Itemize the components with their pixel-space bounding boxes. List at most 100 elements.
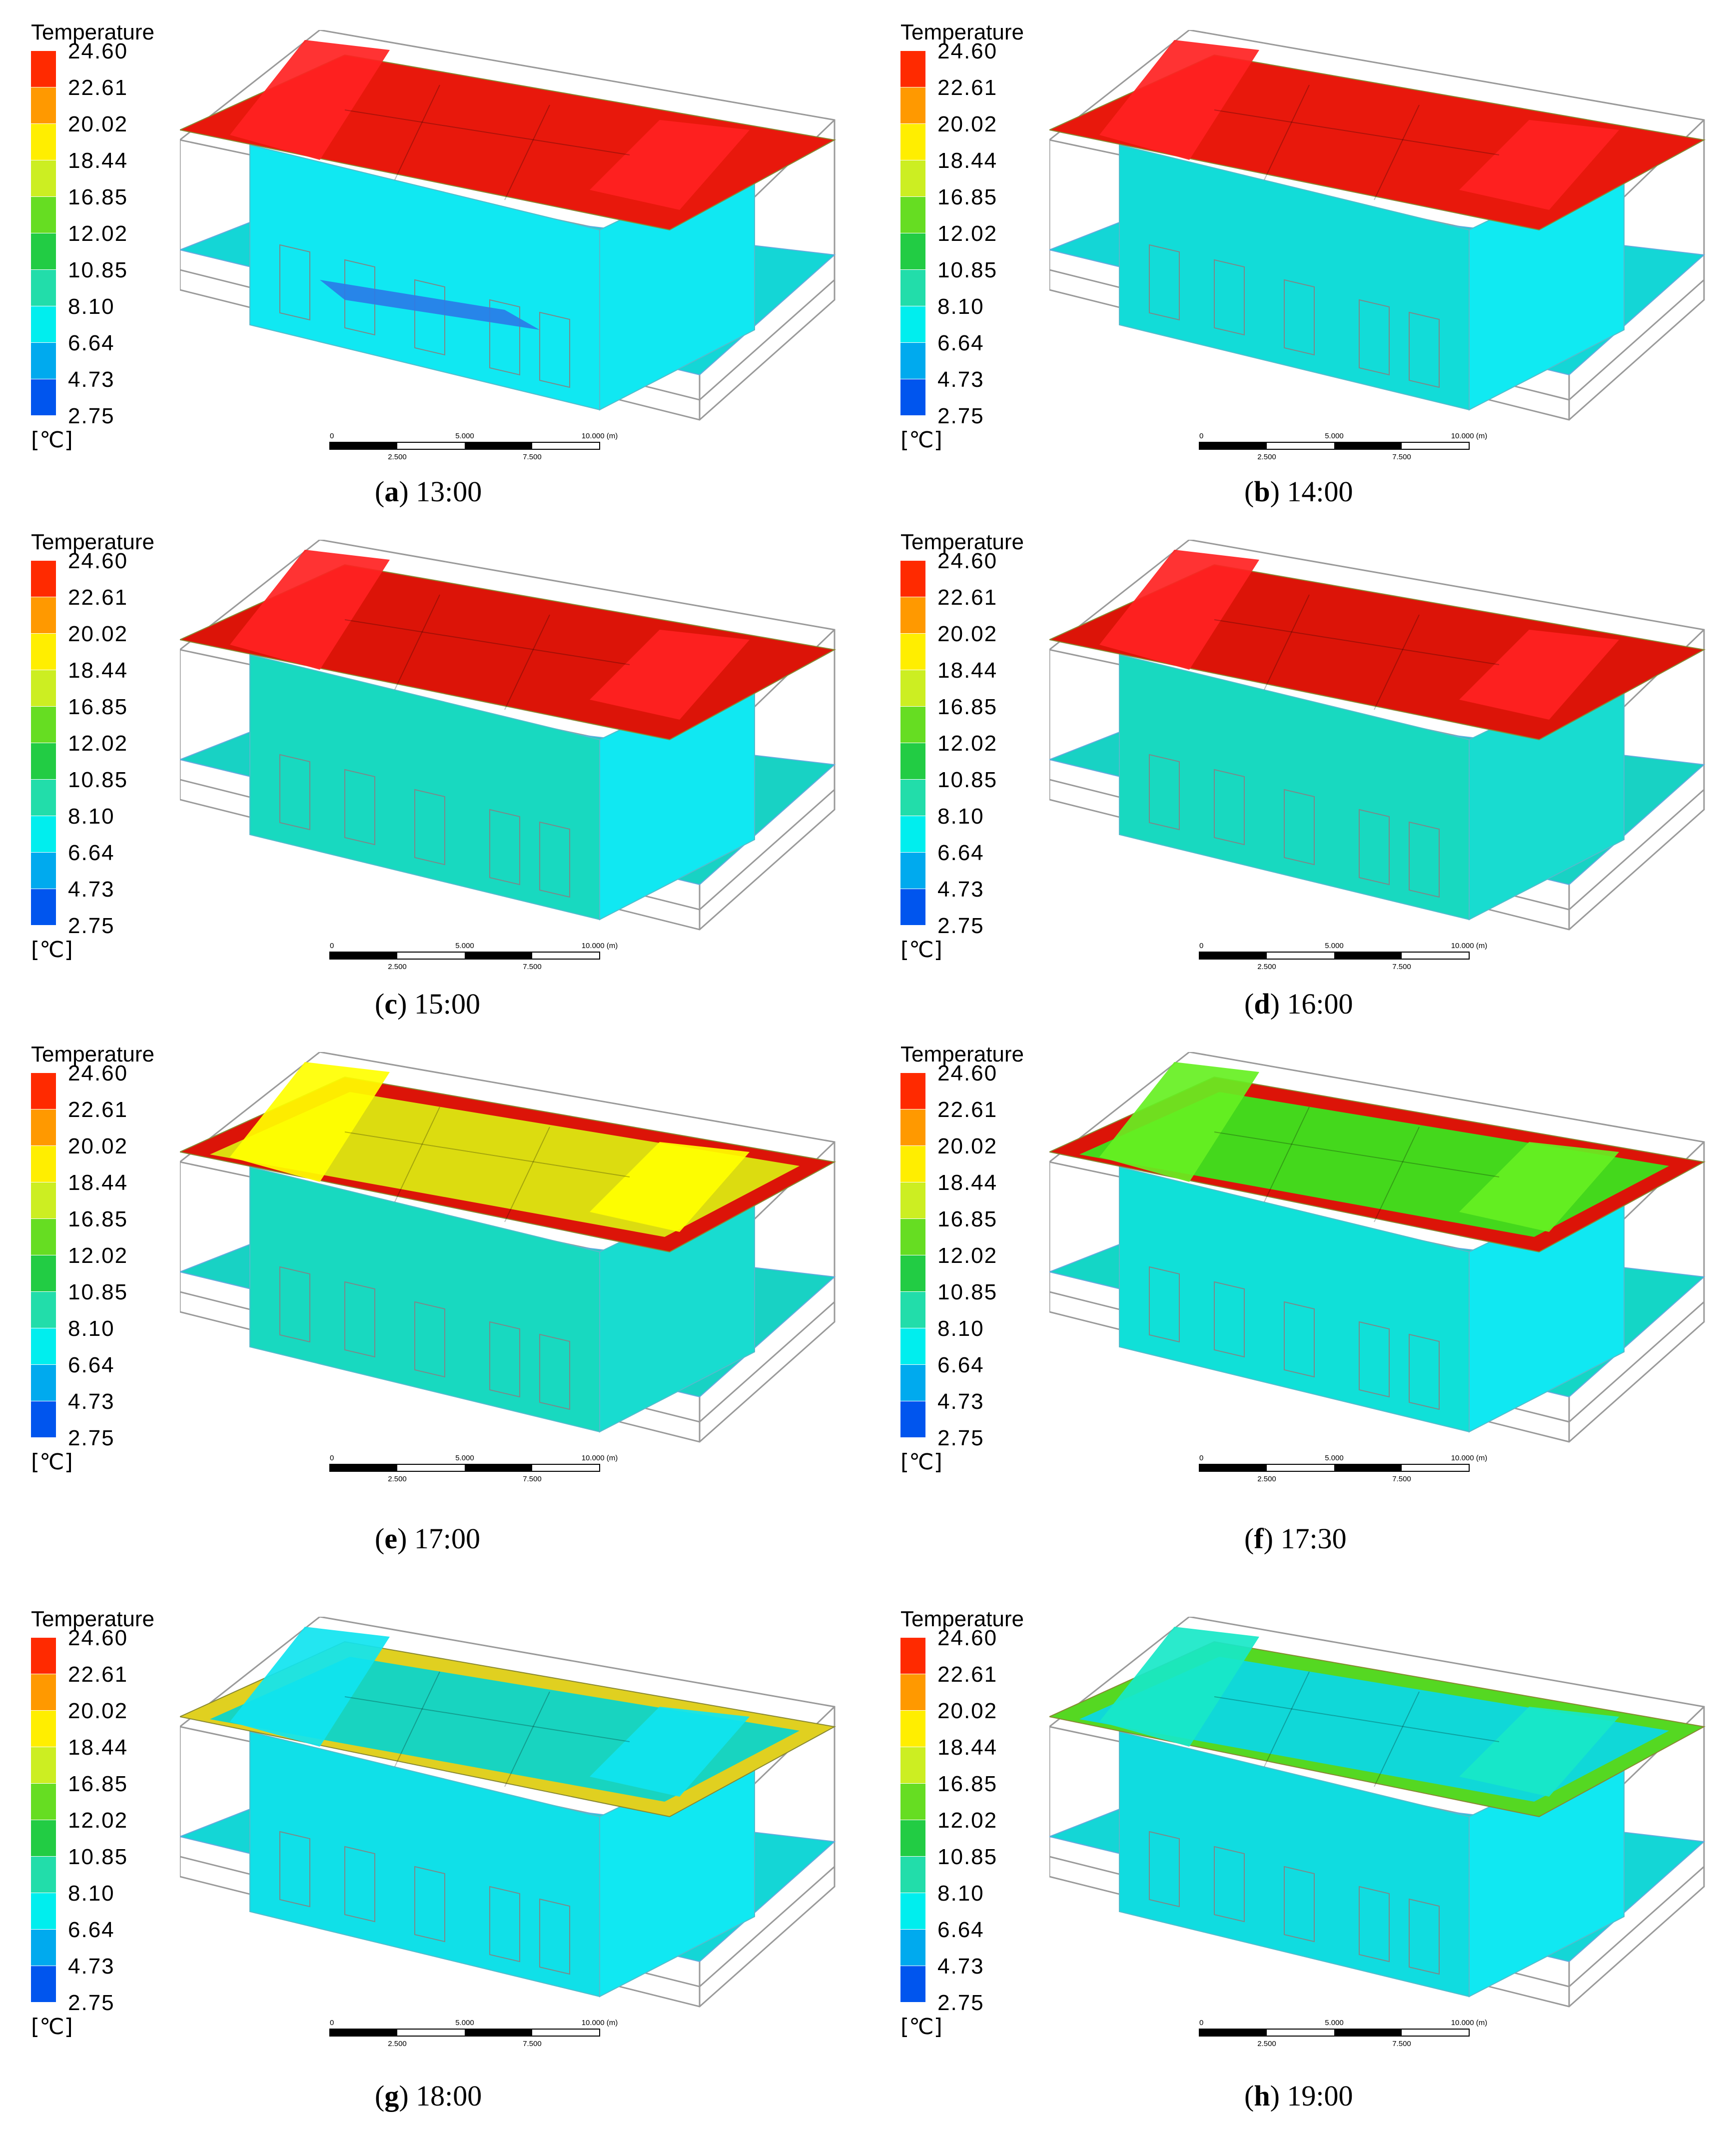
legend-swatch [31,1638,56,1674]
legend-swatch [900,853,925,889]
legend-swatch [900,1146,925,1182]
legend-swatch [900,51,925,87]
legend-swatch [900,379,925,415]
legend-tick-label: 8.10 [68,804,115,829]
scale-bar-label: 10.000 (m) [1451,2019,1488,2027]
legend-tick-label: 2.75 [68,404,115,428]
legend-swatch [900,306,925,342]
legend-swatch [31,270,56,306]
legend-tick-label: 4.73 [68,1954,115,1979]
scale-bar-label: 7.500 [523,2040,542,2048]
legend-tick-label: 24.60 [68,39,128,63]
panel-c: Temperature 24.60 22.61 20.02 18.44 16.85 12.0… [30,530,869,1030]
legend-swatch [31,1073,56,1109]
panel-letter: h [1254,2080,1270,2112]
legend-tick-label: 22.61 [68,1097,128,1122]
building-temperature-render: 0 5.000 10.000 (m) 2.500 7.500 [180,30,836,461]
scale-bar-label: 5.000 [1325,942,1344,950]
legend-swatch [900,1966,925,2002]
legend-tick-label: 20.02 [937,1699,998,1723]
legend-swatch [900,197,925,233]
scale-bar-label: 0 [1199,432,1203,440]
panel-letter: g [384,2080,399,2112]
legend-swatch [31,1219,56,1255]
temperature-legend: Temperature 24.60 22.61 20.02 18.44 16.85 12.0… [899,1607,1049,2067]
legend-tick-label: 20.02 [68,112,128,136]
panel-time: 15:00 [414,988,481,1020]
panel-letter: d [1254,988,1270,1020]
scale-bar-segments [1199,2029,1402,2036]
panel-time: 18:00 [416,2080,482,2112]
legend-tick-label: 10.85 [937,1845,998,1869]
legend-tick-label: 24.60 [937,549,998,573]
legend-swatch [900,816,925,852]
legend-tick-label: 18.44 [937,658,998,683]
legend-swatch [31,197,56,233]
building-temperature-render: 0 5.000 10.000 (m) 2.500 7.500 [1049,1617,1706,2048]
legend-swatch [31,124,56,160]
legend-tick-label: 24.60 [68,1061,128,1085]
scale-bar-label: 2.500 [388,453,407,461]
legend-tick-label: 24.60 [68,1626,128,1650]
legend-swatch [900,561,925,597]
legend-tick-label: 22.61 [937,75,998,100]
legend-tick-label: 10.85 [937,258,998,282]
legend-swatch [31,1966,56,2002]
legend-swatch [31,379,56,415]
legend-swatch [900,1328,925,1364]
panel-time: 14:00 [1287,475,1353,508]
legend-tick-label: 8.10 [68,1316,115,1341]
legend-tick-label: 20.02 [68,622,128,646]
legend-swatch [31,597,56,633]
scale-bar-label: 7.500 [523,963,542,971]
legend-tick-label: 12.02 [68,221,128,246]
scale-bar-segments [1199,442,1402,449]
legend-swatch [31,233,56,269]
ridge-plane-left [230,1062,390,1182]
legend-tick-label: 2.75 [937,1426,984,1450]
legend-tick-label: 6.64 [68,841,115,865]
scale-bar-segments [330,2029,532,2036]
roof-structure-lines [1214,1106,1500,1222]
legend-swatch [900,1820,925,1856]
legend-tick-label: 8.10 [937,1881,984,1906]
legend-tick-label: 12.02 [937,1808,998,1833]
ridge-plane-left [1099,40,1259,160]
legend-swatch [31,780,56,816]
legend-swatch [900,1401,925,1437]
scale-bar-label: 2.500 [388,963,407,971]
scale-bar-segments [330,442,532,449]
legend-tick-label: 6.64 [68,1353,115,1377]
legend-swatch [900,1857,925,1893]
scale-bar-label: 0 [1199,2019,1203,2027]
legend-swatch [900,597,925,633]
legend-swatch [900,1674,925,1710]
legend-swatch [31,1255,56,1291]
legend-tick-label: 4.73 [937,367,984,392]
legend-swatch [31,707,56,743]
openings-outline [279,754,570,898]
scale-bar-label: 5.000 [1325,1454,1344,1462]
legend-unit: [℃] [900,1449,942,1475]
scale-bar-label: 7.500 [523,1475,542,1483]
openings-outline [279,244,570,388]
legend-swatch [31,816,56,852]
legend-tick-label: 20.02 [68,1134,128,1158]
legend-swatch [900,1930,925,1966]
legend-tick-label: 2.75 [937,1991,984,2015]
ridge-plane-right [590,1707,750,1797]
temperature-legend: Temperature 24.60 22.61 20.02 18.44 16.85 12.0… [30,530,180,990]
cold-spot [320,280,540,330]
legend-swatch [900,1292,925,1328]
scale-bar-label: 2.500 [1257,1475,1276,1483]
scale-bar-label: 7.500 [1392,453,1411,461]
legend-swatch [31,306,56,342]
legend-tick-label: 16.85 [937,1207,998,1231]
scale-bar-label: 0 [1199,942,1203,950]
legend-tick-label: 2.75 [68,1426,115,1450]
legend-tick-label: 10.85 [937,768,998,792]
legend-swatch [900,670,925,706]
legend-tick-label: 8.10 [68,1881,115,1906]
legend-tick-label: 18.44 [937,1170,998,1195]
legend-swatch [900,634,925,670]
